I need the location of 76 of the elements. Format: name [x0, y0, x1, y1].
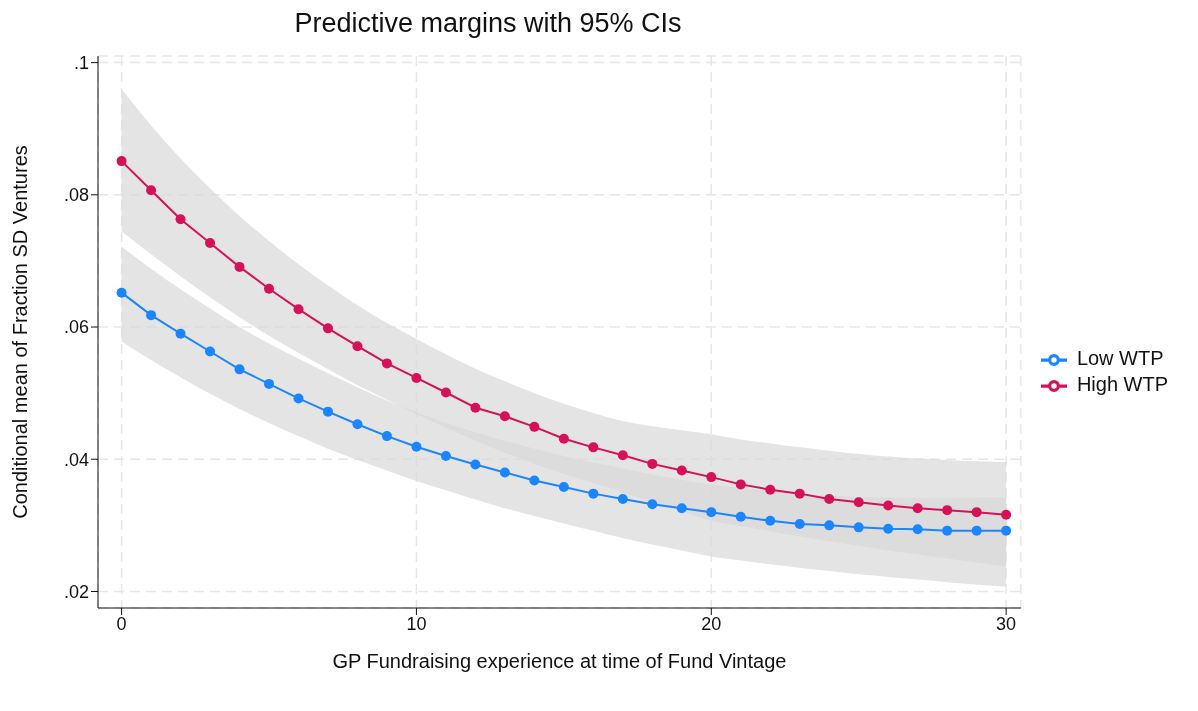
- point: [411, 441, 422, 452]
- point: [912, 524, 923, 535]
- y-tick-label: .1: [73, 53, 89, 73]
- legend-label: High WTP: [1076, 373, 1168, 396]
- point: [824, 493, 835, 504]
- point: [322, 406, 333, 417]
- point: [381, 358, 392, 369]
- point: [942, 505, 953, 516]
- point: [765, 515, 776, 526]
- x-tick-label: 20: [701, 613, 722, 634]
- point: [440, 387, 451, 398]
- point: [293, 304, 304, 315]
- point: [676, 465, 687, 476]
- point: [352, 419, 363, 430]
- y-tick-label: .04: [63, 449, 89, 470]
- point: [942, 525, 953, 536]
- point: [588, 442, 599, 453]
- point: [617, 450, 628, 461]
- point: [234, 261, 245, 272]
- point: [499, 467, 510, 478]
- point: [146, 310, 157, 321]
- legend-label: Low WTP: [1076, 347, 1164, 370]
- point: [1001, 509, 1012, 520]
- point: [706, 507, 717, 518]
- point: [883, 500, 894, 511]
- point: [853, 522, 864, 533]
- point: [824, 520, 835, 531]
- point: [558, 433, 569, 444]
- point: [529, 475, 540, 486]
- point: [794, 519, 805, 530]
- point: [440, 450, 451, 461]
- point: [735, 479, 746, 490]
- point: [647, 499, 658, 510]
- point: [175, 214, 186, 225]
- point: [558, 482, 569, 493]
- x-tick-label: 0: [116, 613, 127, 634]
- point: [116, 156, 127, 167]
- point: [676, 503, 687, 514]
- point: [322, 323, 333, 334]
- point: [1001, 525, 1012, 536]
- y-axis-title: Conditional mean of Fraction SD Ventures: [9, 145, 32, 519]
- point: [883, 523, 894, 534]
- point: [175, 328, 186, 339]
- x-tick-label: 30: [996, 613, 1017, 634]
- point: [647, 458, 658, 469]
- point: [853, 497, 864, 508]
- chart-title: Predictive margins with 95% CIs: [293, 8, 683, 40]
- point: [912, 503, 923, 514]
- point: [146, 185, 157, 196]
- point: [470, 459, 481, 470]
- y-tick-label: .02: [63, 581, 89, 602]
- point: [411, 372, 422, 383]
- point: [617, 493, 628, 504]
- x-axis-title: GP Fundraising experience at time of Fund Vintage: [332, 650, 787, 672]
- point: [529, 421, 540, 432]
- point: [381, 431, 392, 442]
- point: [352, 341, 363, 352]
- point: [971, 525, 982, 536]
- point: [971, 507, 982, 518]
- point: [735, 511, 746, 522]
- point: [765, 484, 776, 495]
- point: [205, 238, 216, 249]
- y-tick-label: .06: [63, 317, 89, 338]
- y-tick-label: .08: [63, 185, 89, 206]
- point: [205, 346, 216, 357]
- point: [293, 393, 304, 404]
- point: [264, 378, 275, 389]
- x-tick-label: 10: [406, 613, 427, 634]
- point: [706, 472, 717, 483]
- point: [588, 488, 599, 499]
- point: [264, 283, 275, 294]
- point: [470, 402, 481, 413]
- point: [116, 287, 127, 298]
- point: [499, 411, 510, 422]
- point: [234, 364, 245, 375]
- point: [794, 488, 805, 499]
